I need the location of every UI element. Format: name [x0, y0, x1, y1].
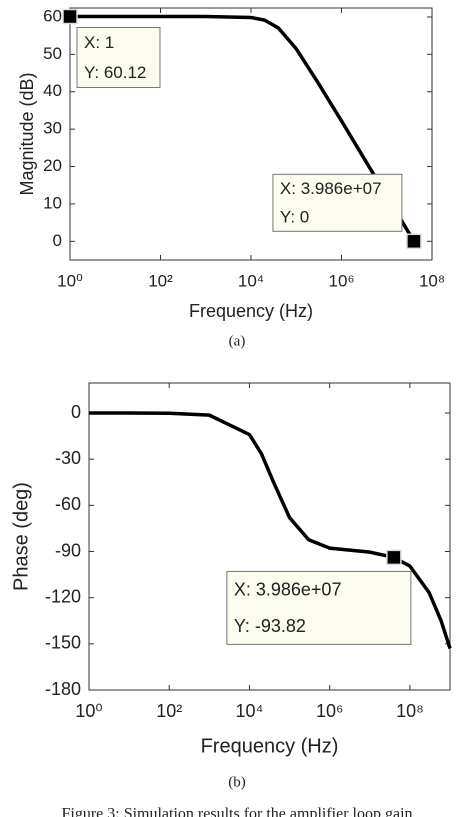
- datatip-text: Y: 60.12: [84, 63, 146, 82]
- datatip-marker: [386, 549, 402, 566]
- y-tick-label: 10: [43, 193, 62, 212]
- x-axis-label: Frequency (Hz): [189, 301, 313, 321]
- y-axis-label: Magnitude (dB): [17, 72, 37, 195]
- x-tick-label: 10⁶: [329, 271, 355, 290]
- y-tick-label: 60: [43, 6, 62, 25]
- x-axis-label: Frequency (Hz): [201, 735, 339, 757]
- y-tick-label: 30: [43, 119, 62, 138]
- datatip-text: X: 1: [84, 33, 114, 52]
- datatip-text: Y: 0: [280, 208, 309, 227]
- datatip-marker: [406, 233, 422, 250]
- x-tick-label: 10⁰: [75, 701, 102, 721]
- y-tick-label: -180: [45, 679, 81, 699]
- y-tick-label: 0: [71, 402, 81, 422]
- y-tick-label: 0: [53, 231, 62, 250]
- y-tick-label: -150: [45, 633, 81, 653]
- y-tick-label: 20: [43, 156, 62, 175]
- x-tick-label: 10⁸: [419, 271, 445, 290]
- datatip-text: Y: -93.82: [234, 616, 306, 636]
- line-series: [88, 411, 452, 649]
- x-tick-label: 10⁴: [238, 271, 264, 290]
- x-tick-label: 10⁸: [396, 701, 424, 721]
- panel-label: (a): [229, 333, 246, 349]
- x-tick-label: 10²: [156, 701, 182, 721]
- x-tick-label: 10²: [148, 271, 173, 290]
- y-axis-label: Phase (deg): [10, 482, 32, 591]
- datatip-box: [226, 570, 412, 645]
- datatip-box: [272, 173, 403, 232]
- x-tick-label: 10⁶: [316, 701, 343, 721]
- x-tick-label: 10⁴: [236, 701, 264, 721]
- datatip-box: [76, 27, 161, 89]
- y-tick-label: -30: [55, 448, 81, 468]
- y-tick-label: -90: [55, 540, 81, 560]
- figure-caption: Figure 3: Simulation results for the amp…: [61, 806, 412, 817]
- x-tick-label: 10⁰: [57, 271, 83, 290]
- line-series: [70, 14, 416, 243]
- datatip-text: X: 3.986e+07: [234, 579, 342, 599]
- y-tick-label: 50: [43, 44, 62, 63]
- y-tick-label: -120: [45, 586, 81, 606]
- datatip-text: X: 3.986e+07: [280, 179, 382, 198]
- y-tick-label: -60: [55, 494, 81, 514]
- datatip-marker: [62, 8, 78, 25]
- panel-label: (b): [228, 774, 246, 790]
- y-tick-label: 40: [43, 81, 62, 100]
